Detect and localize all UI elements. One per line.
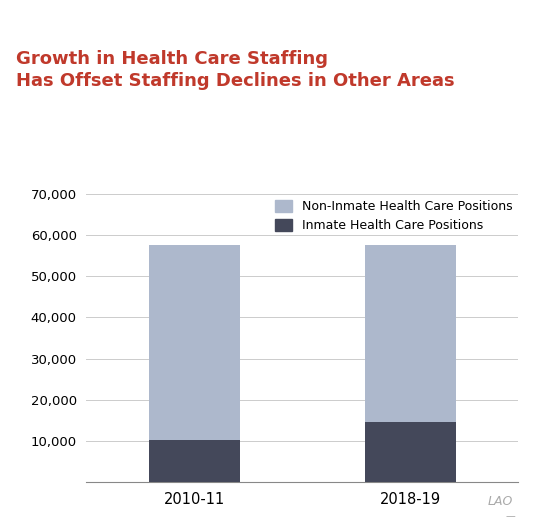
Bar (365, 422, 456, 482)
Text: Figure 3: Figure 3 (9, 9, 77, 25)
Text: LAO: LAO (488, 495, 513, 508)
Bar (149, 440, 240, 482)
Legend: Non-Inmate Health Care Positions, Inmate Health Care Positions: Non-Inmate Health Care Positions, Inmate… (275, 200, 512, 232)
Text: —: — (506, 511, 516, 521)
Bar (365, 245, 456, 422)
Bar (149, 245, 240, 440)
Text: Growth in Health Care Staffing: Growth in Health Care Staffing (16, 50, 328, 68)
Text: Has Offset Staffing Declines in Other Areas: Has Offset Staffing Declines in Other Ar… (16, 72, 455, 90)
